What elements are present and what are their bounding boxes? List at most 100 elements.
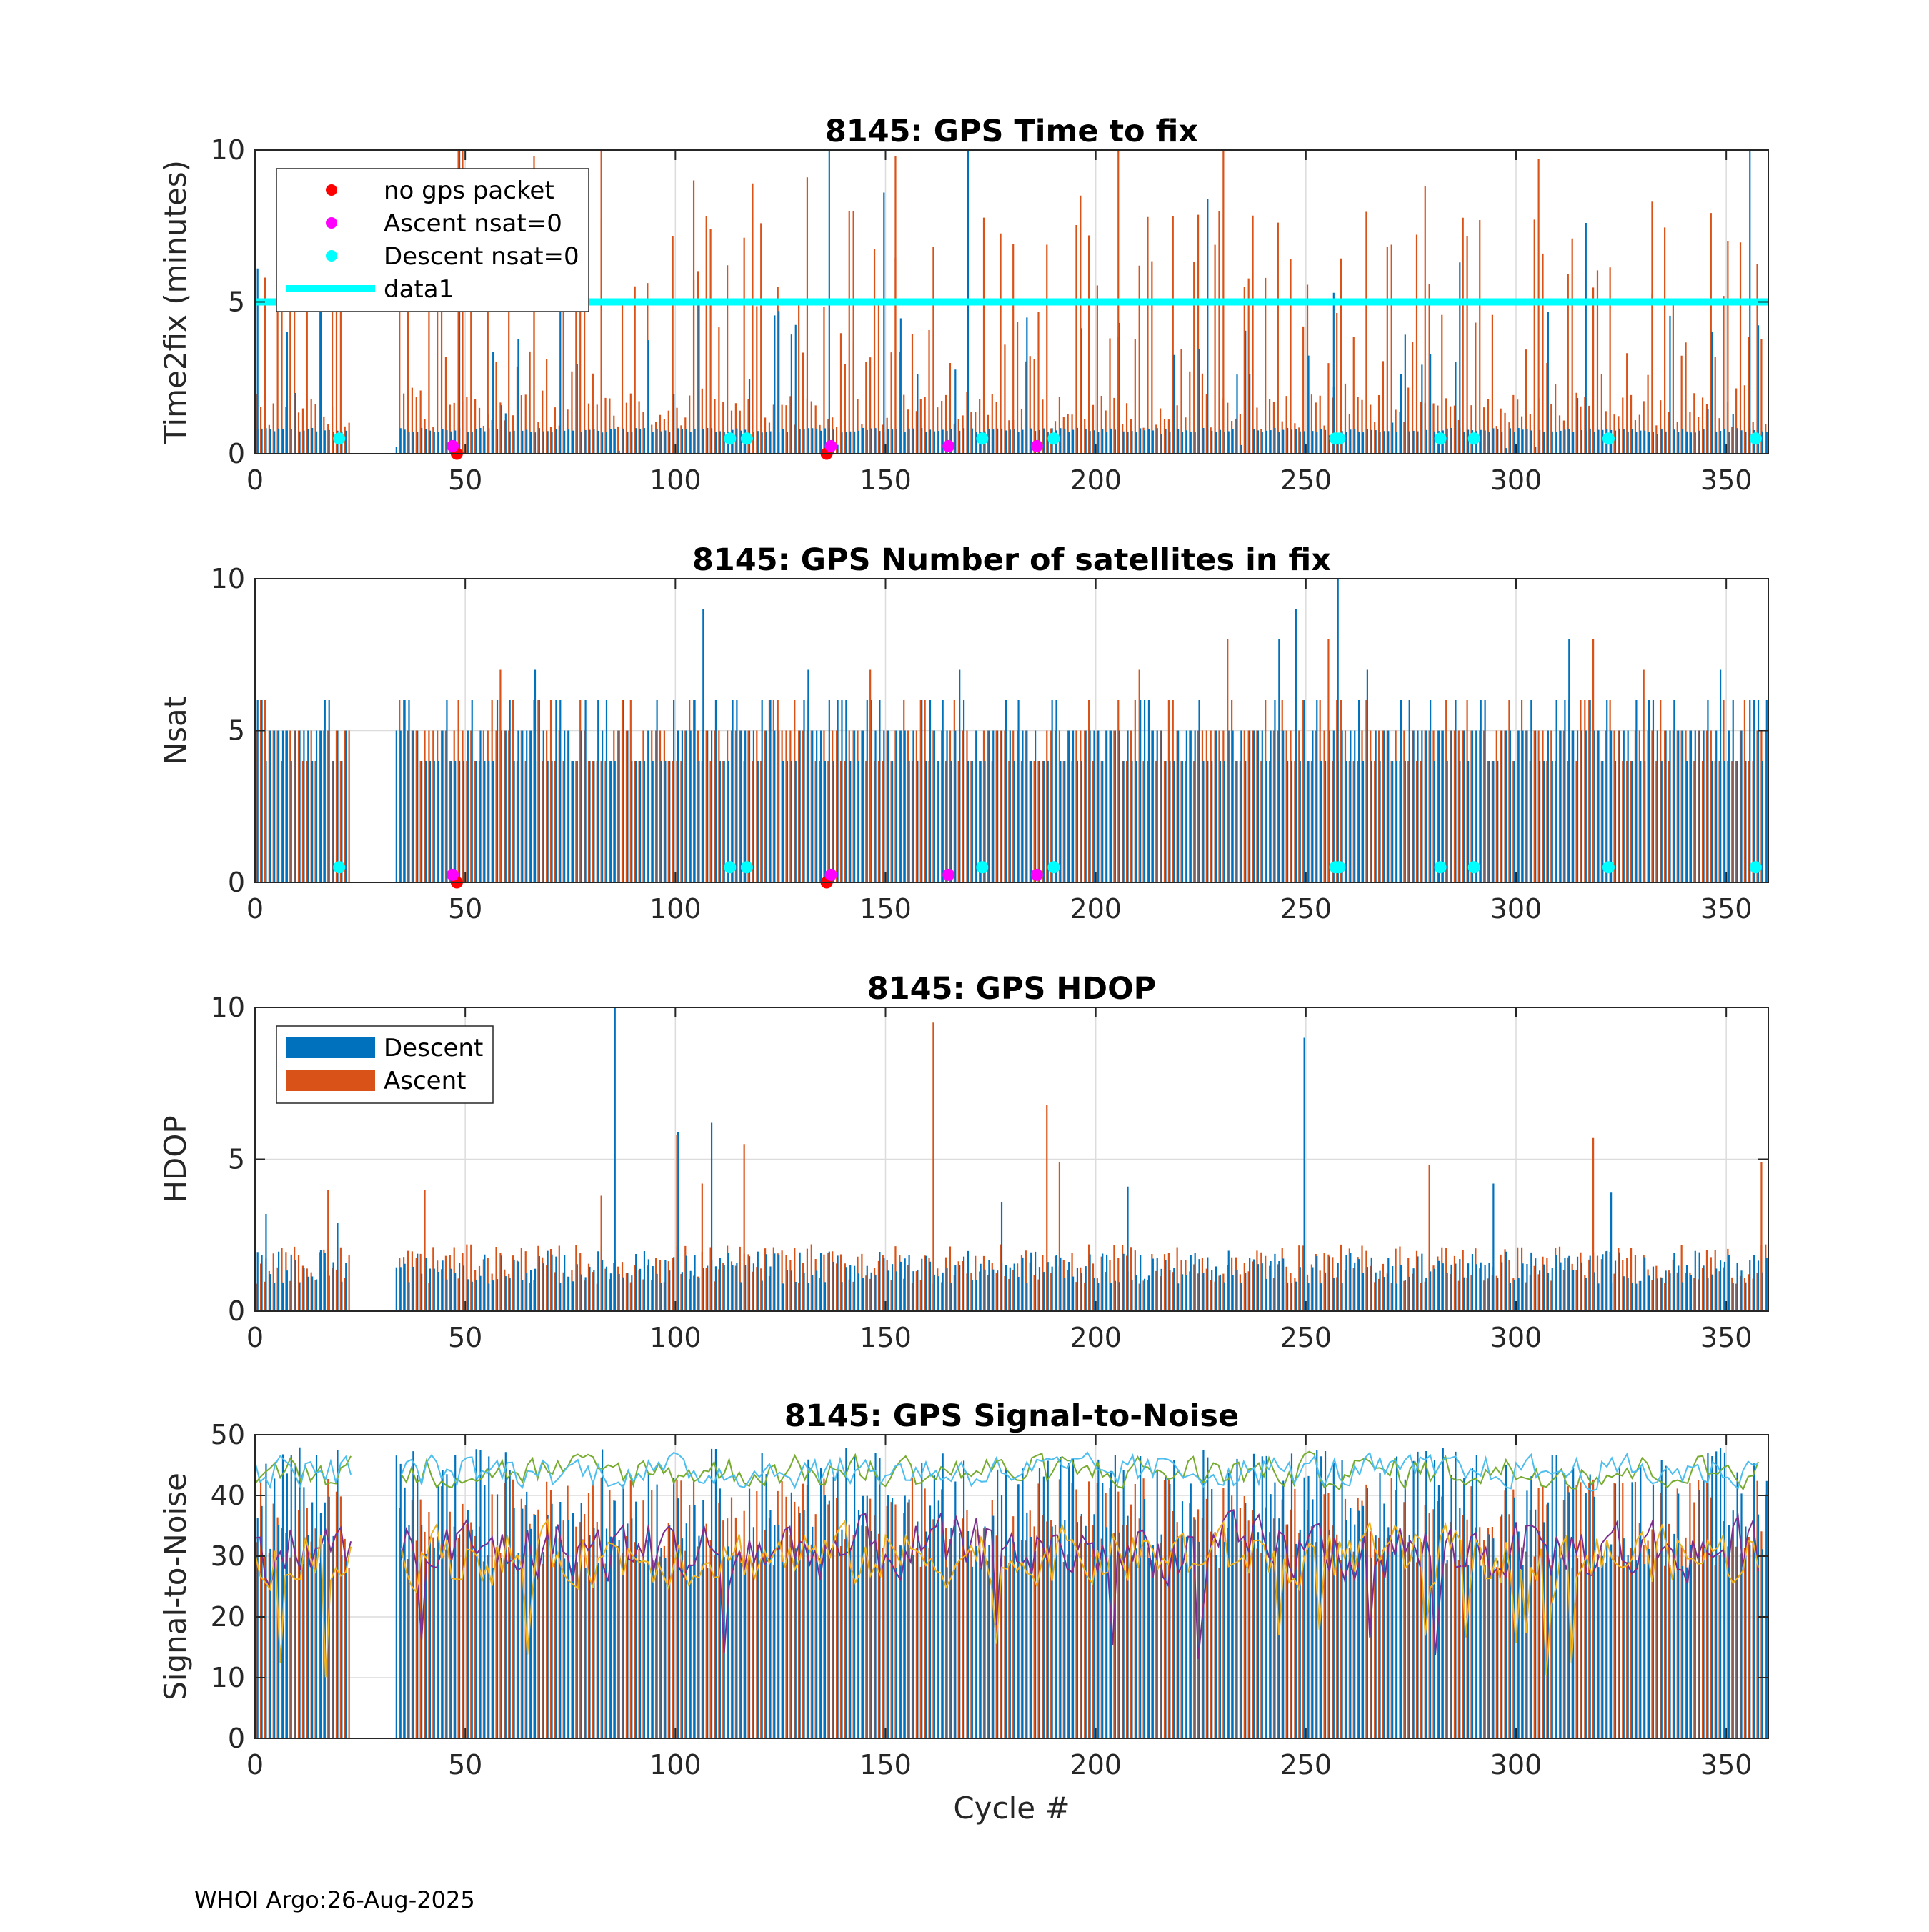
x-tick-label: 250	[1280, 1322, 1332, 1353]
x-tick-label: 100	[649, 893, 702, 925]
marker-descent-nsat0	[1749, 861, 1762, 874]
marker-descent-nsat0	[1434, 861, 1447, 874]
legend-marker	[326, 217, 337, 229]
marker-descent-nsat0	[333, 432, 346, 445]
marker-ascent-nsat0	[824, 439, 837, 452]
chart-hdop: 0 50 100 150 200 250 300 350 0 5 10 8145: GPS HDOP H…	[158, 971, 1769, 1353]
marker-ascent-nsat0	[942, 868, 955, 881]
marker-descent-nsat0	[724, 432, 737, 445]
plot-area	[255, 150, 1768, 454]
marker-descent-nsat0	[740, 861, 753, 874]
y-tick-label: 10	[211, 563, 245, 594]
x-tick-label: 150	[859, 464, 912, 496]
x-tick-label: 150	[859, 1749, 912, 1781]
y-tick-label: 0	[228, 1723, 245, 1754]
marker-ascent-nsat0	[942, 439, 955, 452]
x-tick-label: 350	[1700, 1749, 1753, 1781]
series-line-snr_line2	[400, 1451, 1759, 1492]
legend-label: no gps packet	[384, 176, 554, 205]
y-axis-label: Nsat	[158, 697, 193, 765]
x-tick-label: 0	[246, 1322, 264, 1353]
x-tick-label: 0	[246, 893, 264, 925]
plot-area	[255, 1447, 1768, 1738]
x-tick-label: 350	[1700, 464, 1753, 496]
legend: no gps packet Ascent nsat=0 Descent nsat=0…	[276, 168, 589, 312]
marker-descent-nsat0	[1333, 432, 1346, 445]
marker-ascent-nsat0	[1030, 439, 1043, 452]
marker-descent-nsat0	[724, 861, 737, 874]
marker-descent-nsat0	[1434, 432, 1447, 445]
x-tick-label: 300	[1490, 1749, 1542, 1781]
marker-ascent-nsat0	[824, 868, 837, 881]
x-tick-label: 300	[1490, 464, 1542, 496]
x-tick-label: 200	[1070, 893, 1122, 925]
x-tick-label: 200	[1070, 464, 1122, 496]
x-tick-label: 50	[448, 893, 482, 925]
y-tick-label: 30	[211, 1540, 245, 1572]
legend-label: data1	[384, 275, 454, 304]
y-tick-label: 20	[211, 1601, 245, 1633]
legend-marker	[326, 250, 337, 262]
x-tick-label: 200	[1070, 1749, 1122, 1781]
x-tick-label: 0	[246, 464, 264, 496]
x-tick-label: 150	[859, 893, 912, 925]
axes-box	[254, 1434, 1769, 1739]
y-tick-label: 50	[211, 1419, 245, 1450]
y-tick-label: 0	[228, 867, 245, 898]
y-tick-label: 5	[228, 1144, 245, 1175]
legend: Descent Ascent	[276, 1025, 494, 1104]
chart-title: 8145: GPS Time to fix	[825, 114, 1199, 149]
legend-marker	[286, 1070, 375, 1091]
x-tick-label: 50	[448, 1322, 482, 1353]
y-tick-label: 0	[228, 1295, 245, 1327]
marker-descent-nsat0	[1749, 432, 1762, 445]
marker-descent-nsat0	[740, 432, 753, 445]
x-tick-label: 0	[246, 1749, 264, 1781]
y-tick-label: 10	[211, 992, 245, 1023]
legend-marker	[326, 184, 337, 196]
series-line-snr_line4	[255, 1535, 352, 1678]
series-line-snr_line1	[400, 1450, 1759, 1491]
marker-descent-nsat0	[333, 861, 346, 874]
chart-nsat: 0 50 100 150 200 250 300 350 0 5 10 8145: GPS Numbe…	[158, 542, 1769, 925]
y-axis-label: Time2fix (minutes)	[158, 160, 193, 444]
marker-descent-nsat0	[1467, 861, 1480, 874]
x-tick-label: 150	[859, 1322, 912, 1353]
legend-label: Ascent nsat=0	[384, 209, 562, 238]
marker-descent-nsat0	[1333, 861, 1346, 874]
legend-label: Descent	[384, 1034, 483, 1062]
y-tick-label: 10	[211, 134, 245, 166]
marker-ascent-nsat0	[447, 868, 459, 881]
x-tick-label: 350	[1700, 1322, 1753, 1353]
marker-descent-nsat0	[1602, 861, 1615, 874]
y-tick-label: 40	[211, 1480, 245, 1511]
marker-descent-nsat0	[1467, 432, 1480, 445]
x-tick-label: 250	[1280, 1749, 1332, 1781]
y-tick-label: 5	[228, 287, 245, 318]
x-tick-label: 250	[1280, 893, 1332, 925]
footer-text: WHOI Argo:26-Aug-2025	[194, 1886, 475, 1913]
chart-title: 8145: GPS Signal-to-Noise	[784, 1398, 1239, 1434]
x-tick-label: 300	[1490, 893, 1542, 925]
x-tick-label: 50	[448, 464, 482, 496]
legend-label: Ascent	[384, 1067, 466, 1095]
chart-title: 8145: GPS HDOP	[867, 971, 1156, 1007]
chart-ttf: 0 50 100 150 200 250 300 350 0 5 10 8145: GPS Time …	[158, 114, 1769, 496]
x-tick-label: 350	[1700, 893, 1753, 925]
plot-area	[256, 579, 1768, 882]
y-tick-label: 10	[211, 1662, 245, 1693]
x-axis-label: Cycle #	[953, 1791, 1070, 1826]
legend-marker	[286, 1037, 375, 1058]
marker-descent-nsat0	[1047, 432, 1060, 445]
legend-label: Descent nsat=0	[384, 242, 579, 271]
chart-title: 8145: GPS Number of satellites in fix	[692, 542, 1331, 578]
y-axis-label: Signal-to-Noise	[158, 1473, 193, 1701]
marker-ascent-nsat0	[1030, 868, 1043, 881]
series-line-snr_line2	[255, 1454, 352, 1490]
x-tick-label: 300	[1490, 1322, 1542, 1353]
x-tick-label: 200	[1070, 1322, 1122, 1353]
x-tick-label: 100	[649, 464, 702, 496]
marker-ascent-nsat0	[447, 439, 459, 452]
